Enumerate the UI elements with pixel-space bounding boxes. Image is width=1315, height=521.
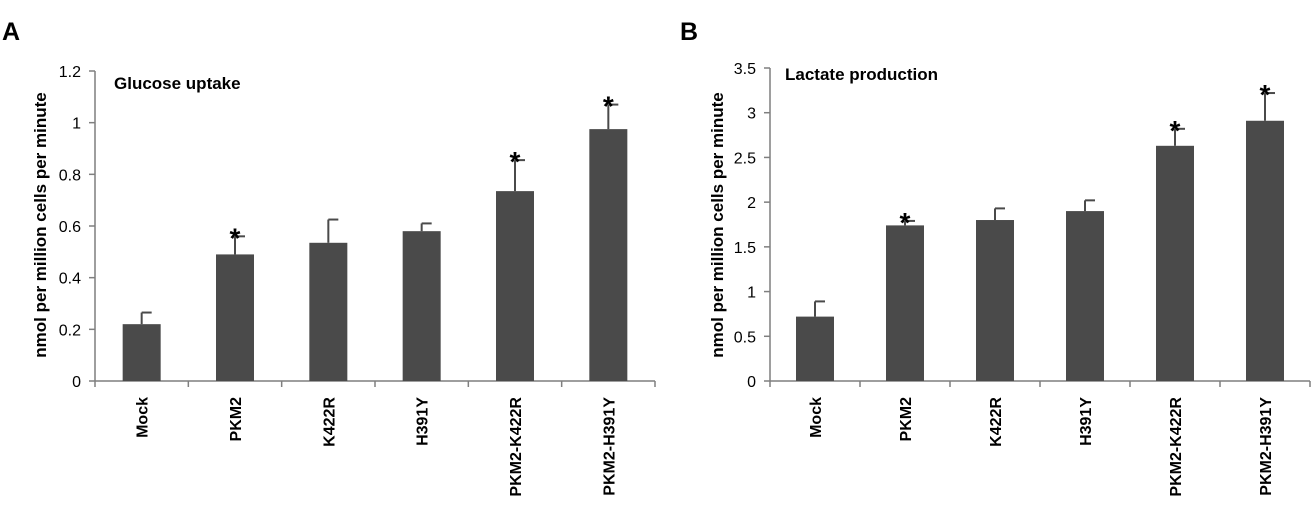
bar [796,316,834,381]
y-tick-label: 0 [747,374,756,391]
y-tick-label: 3 [747,106,756,123]
bar [122,324,161,381]
x-tick-label: PKM2 [228,397,245,442]
bar [309,242,348,381]
x-tick-label: PKM2-K422R [508,397,525,497]
bar [1066,211,1104,381]
y-tick-label: 3.5 [734,61,756,78]
bar [886,225,924,381]
y-tick-label: 1.2 [59,64,81,81]
significance-marker: * [1170,115,1181,146]
panel-letter: A [2,18,20,46]
bar [402,231,441,381]
x-tick-label: PKM2-H391Y [601,397,618,496]
bar [496,191,534,381]
significance-marker: * [1260,79,1271,110]
y-tick-label: 1 [72,116,81,133]
y-tick-label: 1 [747,285,756,302]
chart-title: Lactate production [785,65,938,84]
bar [1246,120,1284,382]
y-tick-label: 2.5 [734,150,756,167]
panel-a: A Glucose uptake nmol per million cells … [2,18,656,497]
x-tick-label: PKM2-H391Y [1258,397,1275,496]
significance-marker: * [603,91,614,122]
significance-marker: * [510,146,521,177]
x-tick-label: K422R [988,397,1005,447]
y-tick-label: 0.5 [734,329,756,346]
x-tick-label: Mock [135,397,152,438]
panel-letter: B [680,18,698,46]
significance-marker: * [230,222,241,253]
bar [589,129,628,381]
y-tick-label: 1.5 [734,240,756,257]
bar [1156,145,1194,381]
significance-marker: * [900,207,911,238]
x-tick-label: PKM2-K422R [1168,397,1185,497]
panel-b: B Lactate production nmol per million ce… [680,18,1311,497]
y-tick-label: 0 [72,374,81,391]
y-tick-label: 2 [747,195,756,212]
y-tick-label: 0.8 [59,167,81,184]
plot-area: 0 0.5 1 1.5 2 2.5 3 3.5 Mock * PKM2 K422R H391Y * PKM2… [734,61,1311,497]
bar [976,220,1014,381]
plot-area: 0 0.2 0.4 0.6 0.8 1 1.2 Mock * PKM2 K422R H391Y * PKM… [59,64,656,497]
y-axis-label: nmol per million cells per minute [708,92,727,357]
x-tick-label: PKM2 [898,397,915,442]
y-axis-label: nmol per million cells per minute [31,92,50,357]
x-tick-label: Mock [808,397,825,438]
y-tick-label: 0.2 [59,322,81,339]
chart-title: Glucose uptake [114,74,241,93]
x-tick-label: H391Y [1078,397,1095,446]
x-tick-label: K422R [321,397,338,447]
y-tick-label: 0.6 [59,219,81,236]
x-tick-label: H391Y [415,397,432,446]
bar [216,254,254,381]
y-tick-label: 0.4 [59,271,81,288]
